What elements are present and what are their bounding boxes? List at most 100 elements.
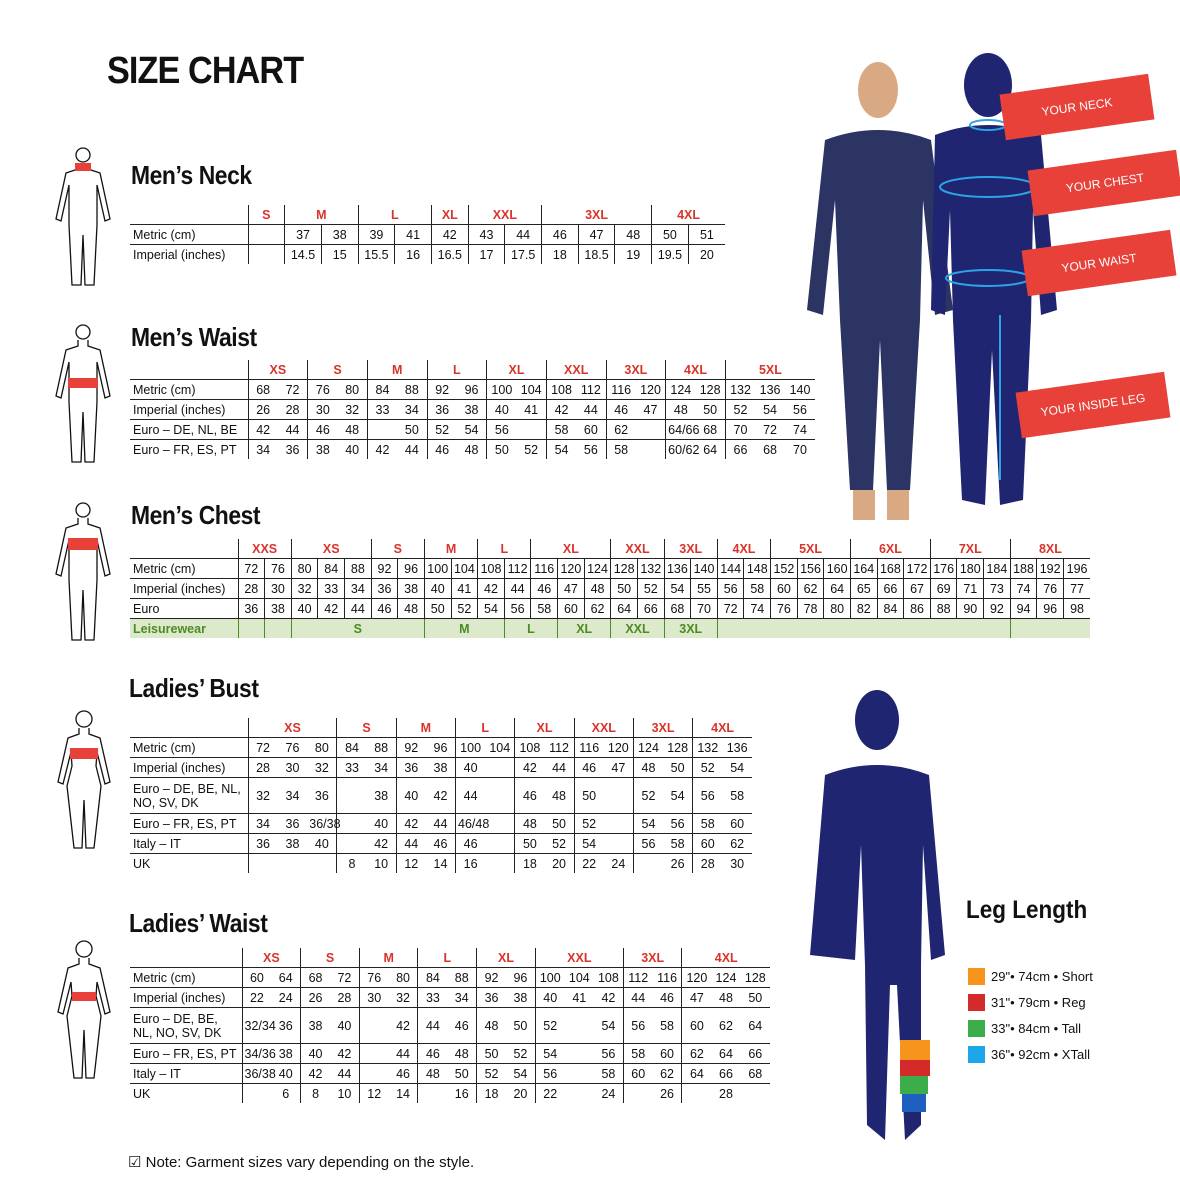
table-cell: 76	[358, 967, 389, 988]
table-cell: 41	[450, 578, 478, 599]
ladies-bust-heading: Ladies’ Bust	[129, 673, 259, 703]
male-chest-figure-icon	[55, 502, 111, 641]
table-cell: 82	[849, 598, 878, 619]
table-cell: 47	[603, 757, 634, 778]
table-cell: 40	[534, 987, 565, 1008]
table-cell: 96	[505, 967, 536, 988]
table-cell	[603, 833, 634, 854]
table-row: Metric (cm) 37 38 39 41 42 43 44 46 47 48 50 51	[130, 224, 725, 245]
table-cell: 34	[344, 578, 372, 599]
table-cell: 62	[711, 1007, 741, 1044]
table-cell	[565, 1084, 594, 1104]
table-cell: 124	[632, 737, 664, 758]
table-cell: 36	[426, 399, 457, 420]
table-cell: 128	[663, 737, 693, 758]
table-cell	[366, 419, 398, 440]
table-cell: 48	[614, 224, 652, 245]
table-cell: 52	[450, 598, 478, 619]
table-cell: 28	[329, 987, 360, 1008]
table-cell: 48	[476, 1007, 506, 1044]
table-cell: 94	[1009, 598, 1037, 619]
table-cell: 76	[307, 379, 338, 400]
table-cell: 32	[247, 777, 278, 814]
table-cell: 184	[983, 558, 1011, 579]
table-cell: 56	[663, 813, 693, 834]
size-header: S	[300, 948, 360, 968]
table-cell: 68	[300, 967, 330, 988]
table-cell: 156	[796, 558, 824, 579]
table-cell: 84	[876, 598, 904, 619]
leisurewear-cell: XL	[557, 618, 611, 638]
table-cell	[516, 419, 547, 440]
size-header: XS	[247, 718, 337, 738]
table-cell: 36	[237, 598, 265, 619]
table-cell: 22	[241, 987, 272, 1008]
table-cell: 38	[320, 224, 359, 245]
table-row: Imperial (inches) 26 28 30 32 33 34 36 38 40 41 42 4…	[130, 399, 815, 420]
table-cell: 96	[456, 379, 487, 400]
table-cell: 116	[652, 967, 682, 988]
table-cell: 34	[247, 813, 278, 834]
table-cell: 33	[417, 987, 448, 1008]
color-swatch-icon	[968, 994, 985, 1011]
table-cell: 26	[247, 399, 278, 420]
table-cell: 50	[505, 1007, 536, 1044]
table-cell: 44	[329, 1063, 360, 1084]
table-cell: 50	[514, 833, 545, 854]
table-cell: 56	[503, 598, 531, 619]
table-cell: 56	[583, 442, 598, 457]
table-cell: 71	[956, 578, 984, 599]
table-cell: 18.5	[577, 244, 615, 264]
table-cell: 48	[337, 419, 368, 440]
row-label: Euro – FR, ES, PT	[130, 1043, 242, 1064]
table-cell: 140	[690, 558, 718, 579]
table-cell: 42	[514, 757, 545, 778]
table-cell: 41	[564, 987, 594, 1008]
row-label: Italy – IT	[130, 833, 248, 854]
size-header: XL	[486, 360, 547, 380]
table-cell: 42	[300, 1063, 330, 1084]
table-cell: 46	[426, 439, 457, 459]
table-cell: 62	[681, 1043, 712, 1064]
size-header: XXL	[610, 539, 665, 559]
table-cell: 18	[476, 1083, 506, 1103]
table-cell: 38	[425, 757, 456, 778]
ladies-waist-heading: Ladies’ Waist	[129, 908, 268, 938]
table-cell: 19	[614, 244, 652, 264]
table-cell: 28	[719, 1086, 733, 1101]
table-cell: 54	[593, 1007, 624, 1044]
table-row: Euro – DE, BE, NL, NO, SV, DK 32 34 36 38 40 4…	[130, 777, 752, 814]
table-row: Imperial (inches) 28 30 32 33 34 36 38 40 42 44 46 4…	[130, 757, 752, 778]
table-cell: 116	[573, 737, 604, 758]
table-cell: 62	[722, 833, 752, 854]
table-row: Imperial (inches) 14.5 15 15.5 16 16.5 17 17.5 1…	[130, 244, 725, 264]
table-cell: 36	[307, 777, 337, 814]
table-cell: 56	[692, 777, 723, 814]
table-cell: 33	[366, 399, 398, 420]
table-cell: 30	[264, 578, 292, 599]
table-cell: 60	[681, 1007, 712, 1044]
table-cell: 46	[652, 987, 682, 1008]
table-cell: 41	[394, 224, 432, 245]
table-cell: 39	[357, 224, 395, 245]
table-cell: 46/48	[455, 813, 489, 834]
table-cell: 14.5	[284, 244, 322, 264]
row-label: Leisurewear	[130, 618, 238, 638]
table-cell: 10	[337, 1086, 352, 1101]
table-cell: 76	[264, 558, 292, 579]
table-cell: 168	[876, 558, 904, 579]
table-cell	[336, 813, 367, 834]
table-cell: 73	[983, 578, 1011, 599]
table-cell: 68	[763, 442, 778, 457]
table-cell: 41	[516, 399, 547, 420]
checkbox-icon: ☑	[128, 1154, 142, 1171]
table-cell	[241, 1083, 272, 1103]
table-cell: 17	[467, 244, 505, 264]
table-cell: 50	[610, 578, 638, 599]
table-cell	[603, 777, 634, 814]
color-swatch-icon	[968, 1020, 985, 1037]
table-cell: 160	[823, 558, 851, 579]
table-cell: 54	[663, 777, 693, 814]
table-cell: 50	[423, 598, 452, 619]
table-cell: 19.5	[651, 244, 689, 264]
